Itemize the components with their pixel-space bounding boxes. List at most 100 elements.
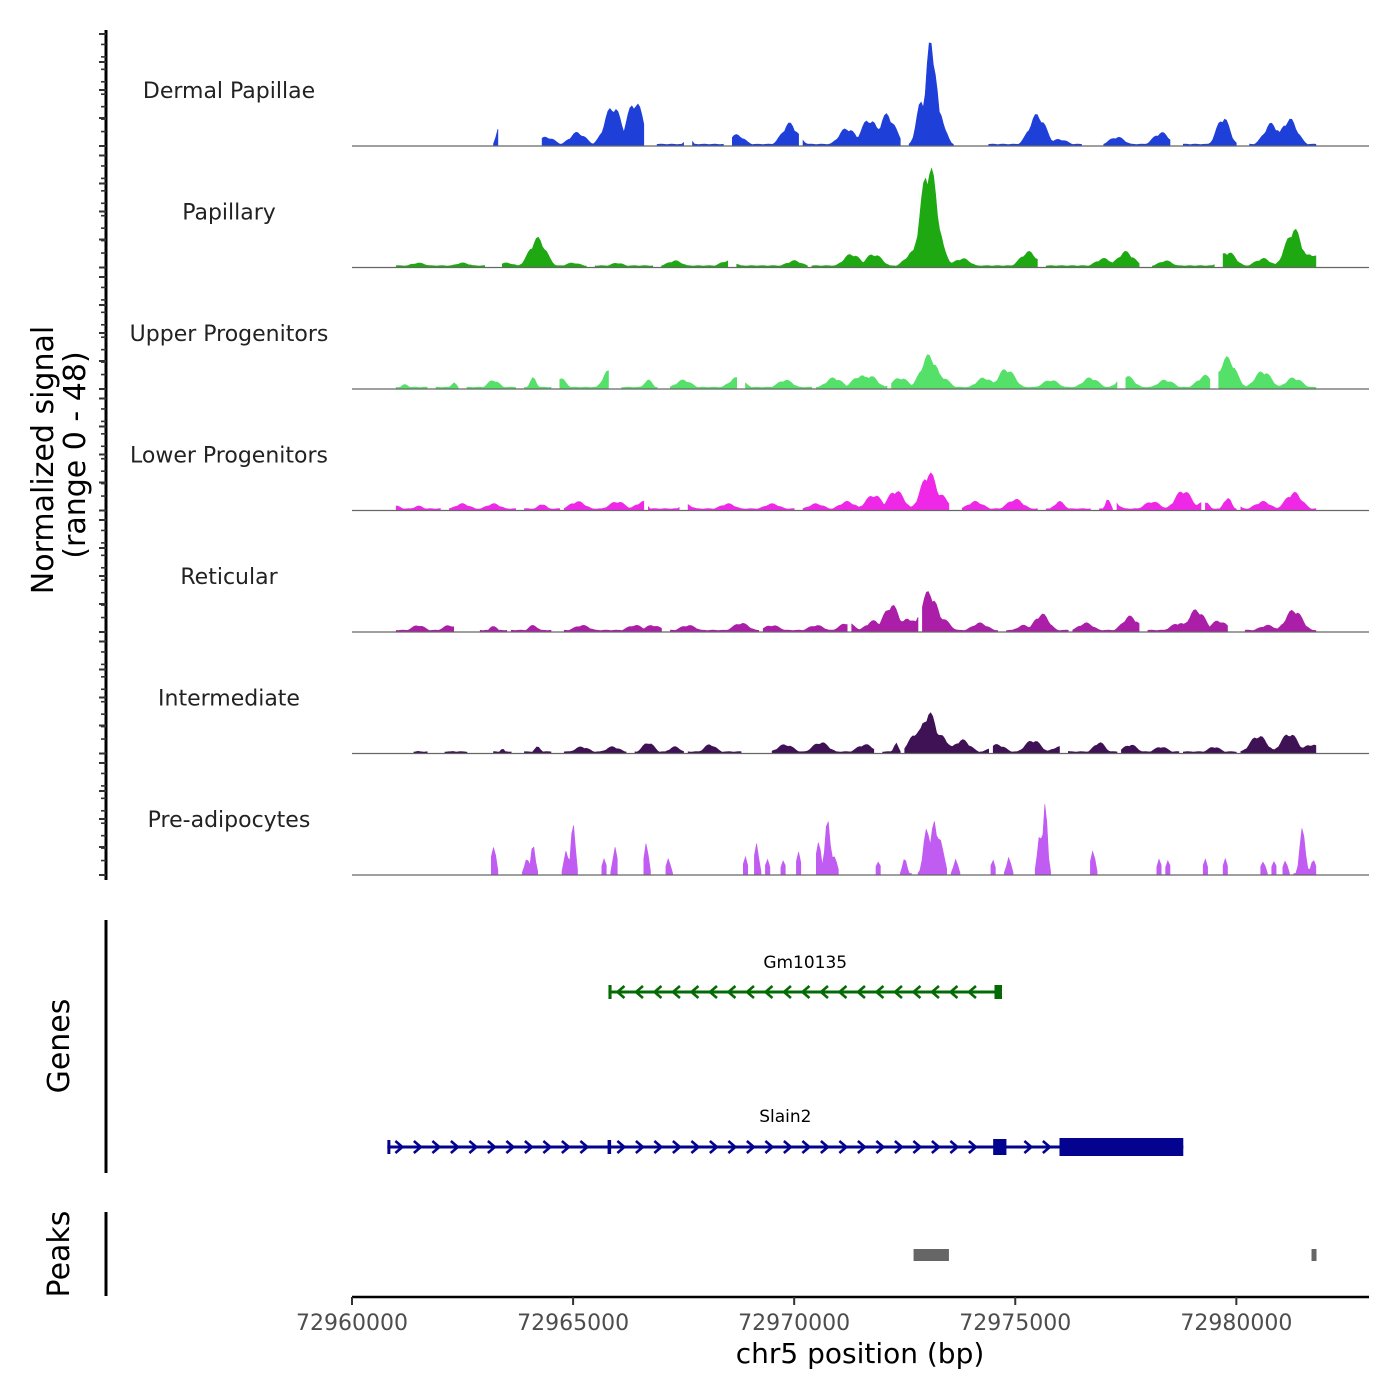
coverage-area — [882, 742, 901, 754]
strand-chevron — [781, 985, 792, 999]
coverage-area — [1222, 228, 1317, 268]
gene-exon — [608, 985, 612, 999]
track-label: Reticular — [180, 565, 278, 590]
coverage-area — [594, 262, 653, 268]
coverage-area — [961, 498, 1038, 511]
track-label: Lower Progenitors — [130, 444, 328, 469]
gene-Gm10135: Gm10135 — [608, 953, 1002, 999]
coverage-area — [1099, 499, 1113, 511]
coverage-area — [780, 860, 786, 876]
strand-chevron — [450, 1140, 460, 1154]
gene-name: Gm10135 — [763, 953, 847, 973]
coverage-area — [1249, 118, 1317, 147]
coverage-area — [395, 262, 485, 268]
coverage-area — [524, 746, 552, 754]
coverage-area — [1045, 250, 1140, 268]
coverage-area — [802, 113, 901, 147]
gene-name: Slain2 — [759, 1107, 811, 1127]
strand-chevron — [616, 1140, 627, 1154]
coverage-area — [1260, 861, 1268, 876]
coverage-area — [670, 377, 737, 390]
track-5: Intermediate — [158, 687, 1369, 755]
track-label: Dermal Papillae — [143, 79, 315, 104]
coverage-area — [1006, 613, 1069, 633]
strand-chevron — [949, 1140, 960, 1154]
gene-Slain2: Slain2 — [387, 1107, 1184, 1156]
coverage-area — [510, 624, 552, 633]
coverage-area — [435, 382, 459, 390]
x-tick-label: 72965000 — [517, 1311, 629, 1336]
x-axis-label: chr5 position (bp) — [736, 1337, 985, 1370]
strand-chevron — [875, 1140, 886, 1154]
strand-chevron — [615, 985, 626, 999]
strand-chevron — [801, 1140, 812, 1154]
gene-exon — [1059, 1138, 1184, 1156]
strand-chevron — [726, 985, 737, 999]
track-label: Pre-adipocytes — [148, 808, 311, 833]
track-2: Upper Progenitors — [130, 322, 1369, 390]
coverage-area — [1072, 615, 1140, 633]
track-3: Lower Progenitors — [130, 444, 1369, 512]
x-tick-label: 72970000 — [738, 1311, 850, 1336]
coverage-area — [771, 742, 875, 754]
strand-chevron — [763, 985, 774, 999]
strand-chevron — [912, 1140, 923, 1154]
track-label: Papillary — [182, 201, 276, 226]
track-label: Upper Progenitors — [130, 322, 329, 347]
strand-chevron — [746, 1140, 756, 1154]
coverage-area — [563, 746, 627, 754]
coverage-area — [1045, 500, 1091, 511]
coverage-area — [502, 236, 587, 268]
coverage-area — [1147, 609, 1228, 633]
strand-chevron — [874, 985, 885, 999]
coverage-area — [1165, 860, 1171, 876]
coverage-area — [1240, 491, 1317, 511]
coverage-area — [621, 379, 658, 390]
coverage-area — [1090, 850, 1098, 876]
strand-chevron — [653, 1140, 664, 1154]
coverage-area — [643, 843, 651, 876]
gene-annotations: Gm10135 Slain2 — [387, 953, 1184, 1156]
coverage-area — [900, 859, 912, 876]
y-axis-range-label: (range 0 - 48) — [58, 351, 93, 558]
coverage-area — [395, 625, 454, 633]
coverage-area — [1183, 118, 1237, 147]
peaks-label: Peaks — [42, 1211, 77, 1298]
peak-regions — [913, 1249, 1317, 1261]
coverage-area — [1183, 747, 1237, 754]
gene-exon — [994, 985, 1002, 999]
coverage-area — [479, 626, 508, 633]
strand-chevron — [838, 1140, 849, 1154]
coverage-y-ticks — [99, 33, 106, 876]
coverage-area — [754, 843, 762, 876]
coverage-area — [656, 141, 684, 147]
strand-chevron — [968, 1140, 978, 1154]
coverage-area — [811, 167, 1038, 268]
coverage-area — [493, 129, 499, 147]
coverage-area — [816, 375, 888, 390]
coverage-area — [736, 260, 808, 268]
track-0: Dermal Papillae — [143, 42, 1369, 147]
strand-chevron — [783, 1140, 793, 1154]
peak-region — [1311, 1249, 1317, 1261]
strand-chevron — [709, 1140, 719, 1154]
strand-chevron — [857, 1140, 867, 1154]
coverage-area — [1218, 356, 1317, 390]
coverage-area — [950, 858, 961, 876]
strand-chevron — [855, 985, 866, 999]
coverage-area — [917, 821, 947, 876]
track-6: Pre-adipocytes — [148, 804, 1369, 876]
gene-exon — [607, 1140, 612, 1154]
coverage-area — [1068, 742, 1118, 754]
coverage-area — [1205, 497, 1237, 511]
coverage-area — [449, 503, 516, 511]
coverage-area — [1156, 858, 1162, 876]
coverage-area — [762, 623, 848, 633]
coverage-area — [521, 846, 538, 876]
track-label: Intermediate — [158, 687, 300, 712]
coverage-area — [563, 624, 662, 633]
coverage-area — [395, 384, 428, 390]
strand-chevron — [931, 1140, 941, 1154]
strand-chevron — [672, 1140, 682, 1154]
